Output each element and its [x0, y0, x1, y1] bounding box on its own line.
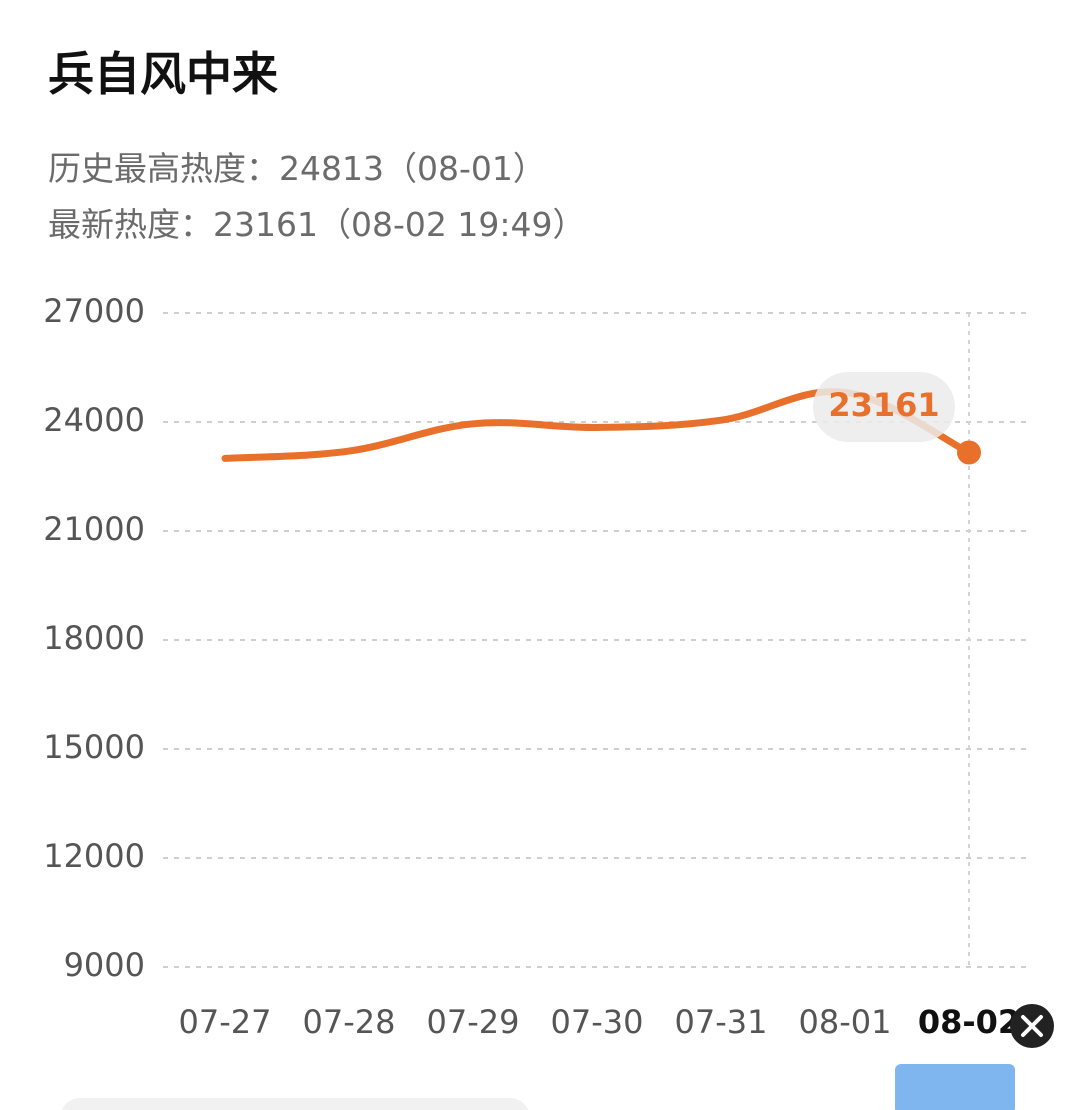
- x-tick-label: 07-27: [179, 1003, 272, 1041]
- y-tick-label: 12000: [43, 837, 145, 875]
- x-tick-label: 07-28: [303, 1003, 396, 1041]
- thumbnail: [895, 1064, 1015, 1110]
- y-tick-label: 21000: [43, 510, 145, 548]
- latest-heat: 最新热度：23161（08-02 19:49）: [48, 205, 586, 244]
- x-tick-label: 07-30: [551, 1003, 644, 1041]
- y-tick-label: 27000: [43, 292, 145, 330]
- tooltip: [813, 372, 955, 442]
- y-tick-label: 24000: [43, 401, 145, 439]
- point: [957, 440, 981, 465]
- bottom-bar: [61, 1098, 529, 1110]
- close-icon[interactable]: [1021, 1015, 1043, 1037]
- y-tick-label: 9000: [64, 946, 145, 984]
- y-tick-label: 15000: [43, 728, 145, 766]
- x-tick-label: 08-02: [918, 1003, 1020, 1041]
- x-tick-label: 07-31: [675, 1003, 768, 1041]
- y-tick-label: 18000: [43, 619, 145, 657]
- peak-heat: 历史最高热度：24813（08-01）: [48, 149, 546, 188]
- page-title: 兵自风中来: [48, 47, 278, 101]
- x-tick-label: 08-01: [799, 1003, 892, 1041]
- data-label: 23161: [828, 386, 939, 424]
- x-tick-label: 07-29: [427, 1003, 520, 1041]
